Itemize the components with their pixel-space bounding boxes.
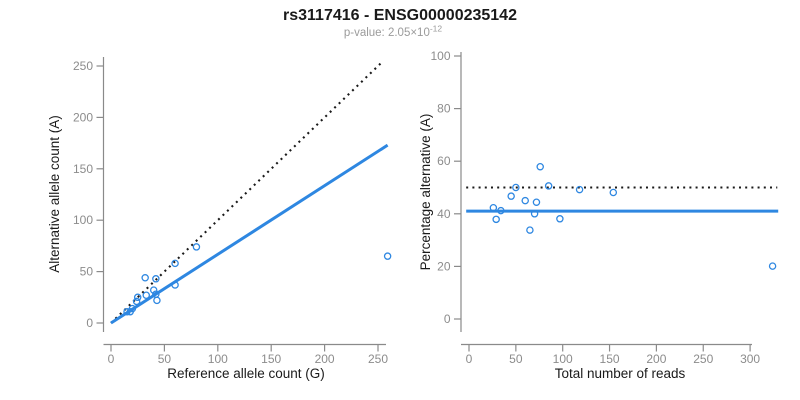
- x-tick-label: 100: [553, 352, 573, 366]
- y-tick-label: 40: [437, 207, 451, 221]
- data-point: [609, 188, 618, 197]
- data-point: [142, 291, 150, 299]
- x-axis-label-total-reads: Total number of reads: [555, 366, 686, 381]
- data-point: [526, 226, 534, 234]
- data-point: [171, 281, 179, 289]
- plot-area-right: 0 20 40 60 80 100 0 50 100 150 200 250 300: [430, 49, 779, 366]
- pvalue-exponent: -12: [430, 24, 443, 34]
- y-tick-label: 80: [437, 102, 451, 116]
- plot-area-left: 0 50 100 150 200 250 0 50 100 150 200 250: [73, 57, 392, 366]
- data-point: [544, 182, 553, 190]
- y-axis-label-alternative-count: Alternative allele count (A): [47, 115, 62, 273]
- pvalue-text: p-value: 2.05×10: [344, 27, 430, 39]
- y-tick-label: 60: [437, 154, 451, 168]
- y-tick-label: 20: [437, 259, 451, 273]
- panel-allele-counts: Reference allele count (G) Alternative a…: [47, 57, 392, 381]
- data-point: [192, 243, 201, 251]
- y-tick-label: 200: [73, 110, 93, 124]
- figure-subtitle-pvalue: p-value: 2.05×10-12: [344, 24, 443, 40]
- x-axis-label-reference-count: Reference allele count (G): [167, 366, 325, 381]
- x-tick-label: 0: [108, 352, 115, 366]
- data-point: [153, 296, 161, 305]
- x-tick-label: 150: [600, 352, 620, 366]
- x-tick-label: 200: [646, 352, 666, 366]
- y-tick-label: 150: [73, 162, 93, 176]
- data-point: [497, 206, 505, 215]
- data-point: [507, 192, 515, 200]
- identity-line: [110, 60, 385, 324]
- y-tick-label: 50: [80, 265, 94, 279]
- figure-title: rs3117416 - ENSG00000235142: [283, 7, 517, 24]
- x-tick-label: 200: [315, 352, 335, 366]
- data-point: [123, 307, 131, 316]
- y-tick-label: 100: [430, 49, 450, 63]
- y-tick-label: 0: [86, 316, 93, 330]
- x-tick-label: 50: [509, 352, 523, 366]
- x-tick-label: 250: [693, 352, 713, 366]
- data-point: [532, 198, 541, 206]
- y-tick-label: 0: [444, 312, 451, 326]
- fit-line: [110, 143, 389, 325]
- y-tick-label: 250: [73, 59, 93, 73]
- y-axis-label-percentage-alternative: Percentage alternative (A): [418, 114, 433, 271]
- x-tick-label: 300: [740, 352, 760, 366]
- x-tick-label: 250: [368, 352, 388, 366]
- data-point: [556, 215, 564, 223]
- data-point: [128, 304, 137, 313]
- data-point: [171, 259, 179, 268]
- data-point: [530, 210, 539, 218]
- x-tick-label: 150: [261, 352, 281, 366]
- data-point: [141, 274, 149, 282]
- data-point: [575, 185, 584, 194]
- panel-percentage: Total number of reads Percentage alterna…: [418, 49, 779, 381]
- data-point: [152, 275, 160, 283]
- x-tick-label: 0: [466, 352, 473, 366]
- data-point: [132, 297, 141, 306]
- data-point: [536, 162, 544, 171]
- y-tick-label: 100: [73, 213, 93, 227]
- data-point: [521, 196, 529, 205]
- data-point: [489, 204, 498, 212]
- data-point: [149, 286, 158, 294]
- x-tick-label: 100: [208, 352, 228, 366]
- x-tick-label: 50: [158, 352, 172, 366]
- data-point: [512, 183, 520, 192]
- data-point: [133, 293, 142, 302]
- data-point: [383, 252, 392, 260]
- data-point: [768, 262, 777, 270]
- data-point: [492, 215, 500, 224]
